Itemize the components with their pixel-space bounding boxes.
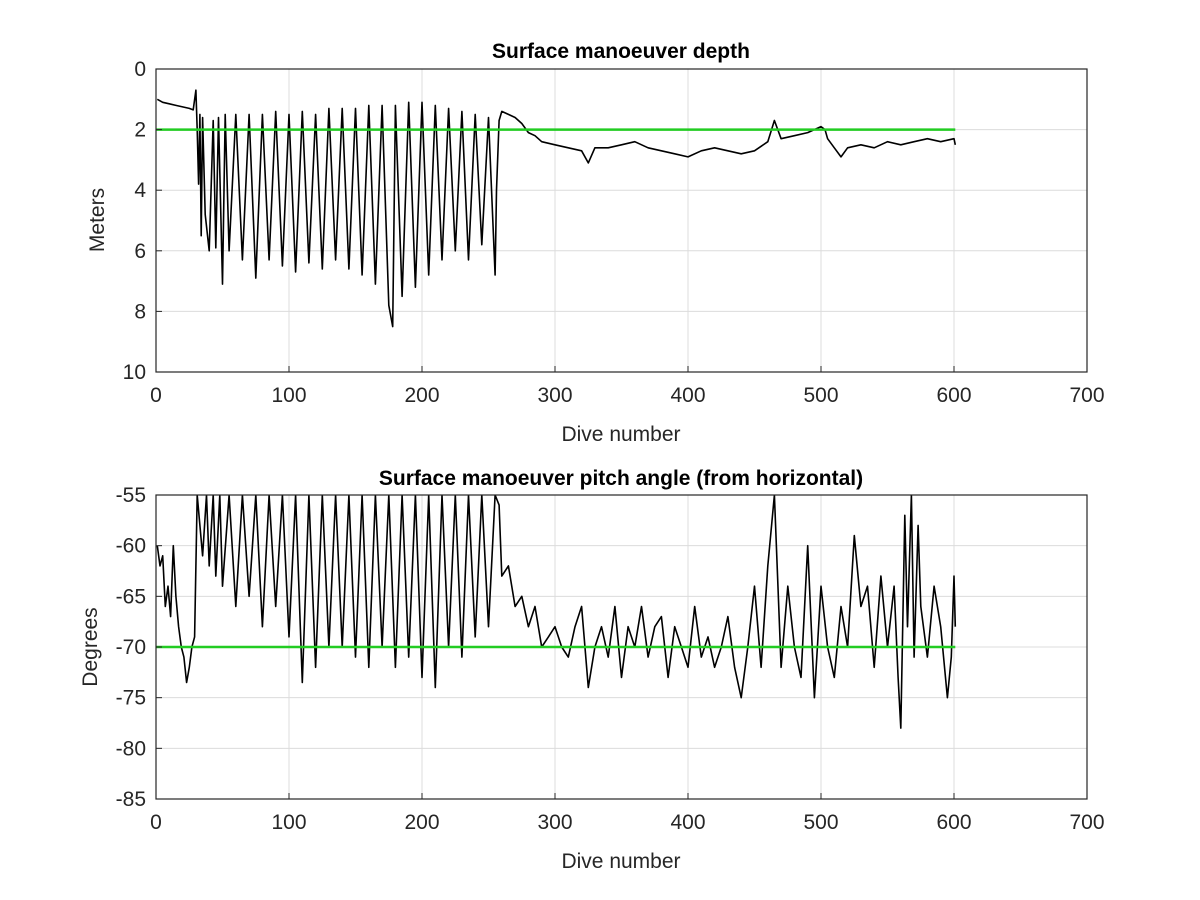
depth-x-axis-label: Dive number [561, 423, 680, 446]
x-tick-label: 500 [803, 384, 838, 407]
y-tick-label: 0 [134, 58, 146, 81]
y-tick-label: 8 [134, 300, 146, 323]
x-tick-label: 200 [404, 384, 439, 407]
pitch-y-ticks: -55 -60 -65 -70 -75 -80 -85 [116, 484, 162, 811]
x-tick-label: 300 [537, 384, 572, 407]
y-tick-label: 6 [134, 240, 146, 263]
x-tick-label: 200 [404, 811, 439, 834]
x-tick-label: 100 [271, 384, 306, 407]
depth-x-ticks: 0 100 200 300 400 500 600 700 [150, 366, 1105, 407]
pitch-chart: Surface manoeuver pitch angle (from hori… [79, 467, 1105, 873]
x-tick-label: 700 [1069, 384, 1104, 407]
depth-plot-lines [156, 89, 957, 328]
pitch-y-axis-label: Degrees [79, 607, 102, 686]
y-tick-label: -75 [116, 687, 146, 710]
x-tick-label: 700 [1069, 811, 1104, 834]
y-tick-label: 2 [134, 119, 146, 142]
x-tick-label: 600 [936, 384, 971, 407]
y-tick-label: -85 [116, 788, 146, 811]
y-tick-label: -80 [116, 737, 146, 760]
y-tick-label: -60 [116, 535, 146, 558]
pitch-x-ticks: 0 100 200 300 400 500 600 700 [150, 793, 1105, 834]
depth-chart-title: Surface manoeuver depth [492, 40, 750, 63]
x-tick-label: 400 [670, 384, 705, 407]
y-tick-label: 4 [134, 179, 146, 202]
data-series-line [156, 89, 957, 328]
pitch-plot-lines [156, 495, 957, 729]
data-series-line [156, 495, 957, 729]
x-tick-label: 0 [150, 384, 162, 407]
y-tick-label: 10 [123, 361, 146, 384]
x-tick-label: 0 [150, 811, 162, 834]
x-tick-label: 400 [670, 811, 705, 834]
depth-y-axis-label: Meters [86, 188, 109, 252]
depth-y-ticks: 0 2 4 6 8 10 [123, 58, 162, 384]
x-tick-label: 600 [936, 811, 971, 834]
x-tick-label: 500 [803, 811, 838, 834]
pitch-x-axis-label: Dive number [561, 850, 680, 873]
y-tick-label: -70 [116, 636, 146, 659]
depth-grid [155, 68, 1088, 373]
pitch-chart-title: Surface manoeuver pitch angle (from hori… [379, 467, 863, 490]
depth-axes-frame [155, 68, 1088, 373]
x-tick-label: 300 [537, 811, 572, 834]
y-tick-label: -65 [116, 585, 146, 608]
depth-chart: Surface manoeuver depth 0 100 200 300 400 500… [86, 40, 1105, 446]
y-tick-label: -55 [116, 484, 146, 507]
x-tick-label: 100 [271, 811, 306, 834]
